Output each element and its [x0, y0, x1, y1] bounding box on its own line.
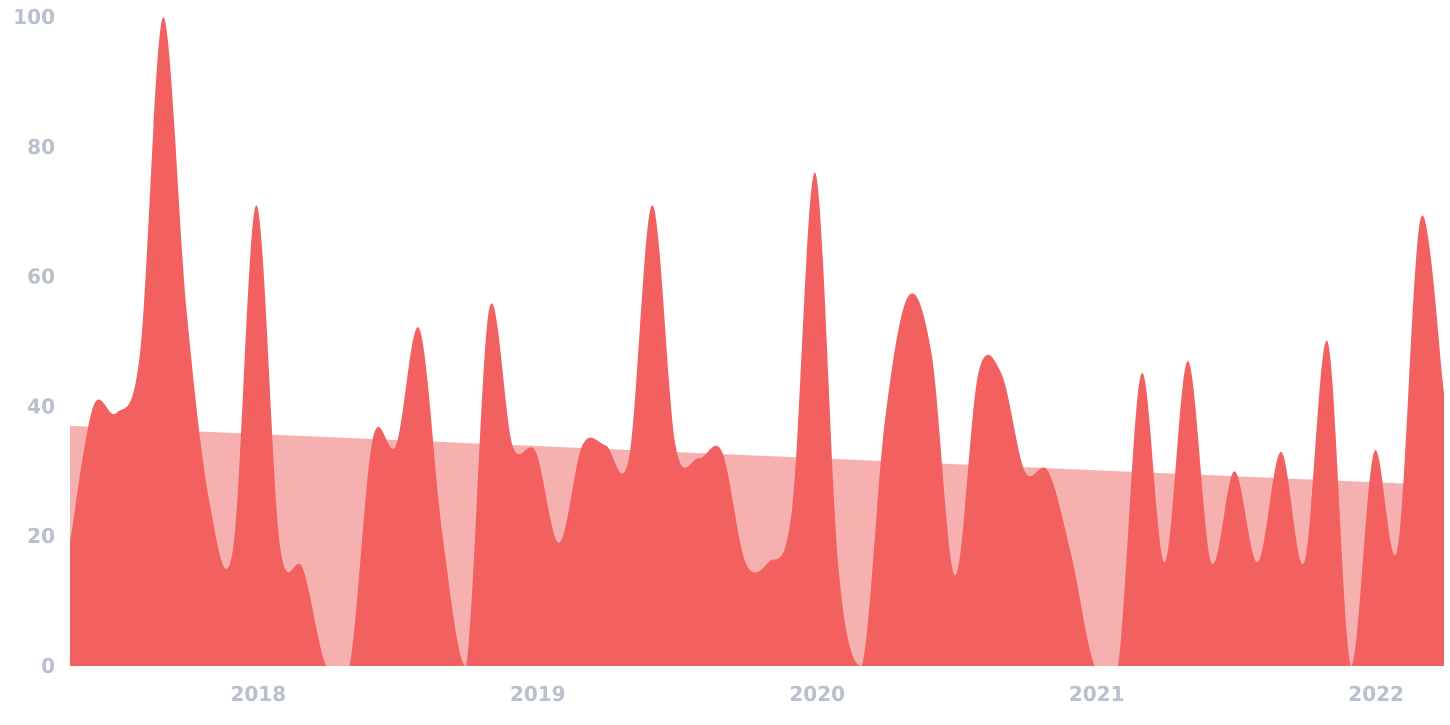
- x-tick-label: 2022: [1348, 682, 1404, 706]
- y-axis: 0 20 40 60 80 100: [13, 5, 55, 678]
- y-tick-label: 20: [27, 524, 55, 548]
- x-tick-label: 2020: [789, 682, 845, 706]
- y-tick-label: 0: [41, 654, 55, 678]
- series-area: [70, 17, 1444, 666]
- x-tick-label: 2021: [1069, 682, 1125, 706]
- series-layer: [70, 17, 1444, 666]
- y-tick-label: 80: [27, 135, 55, 159]
- y-tick-label: 60: [27, 265, 55, 289]
- x-axis: 2018 2019 2020 2021 2022: [230, 682, 1404, 706]
- y-tick-label: 100: [13, 5, 55, 29]
- y-tick-label: 40: [27, 394, 55, 418]
- x-tick-label: 2019: [510, 682, 566, 706]
- x-tick-label: 2018: [230, 682, 286, 706]
